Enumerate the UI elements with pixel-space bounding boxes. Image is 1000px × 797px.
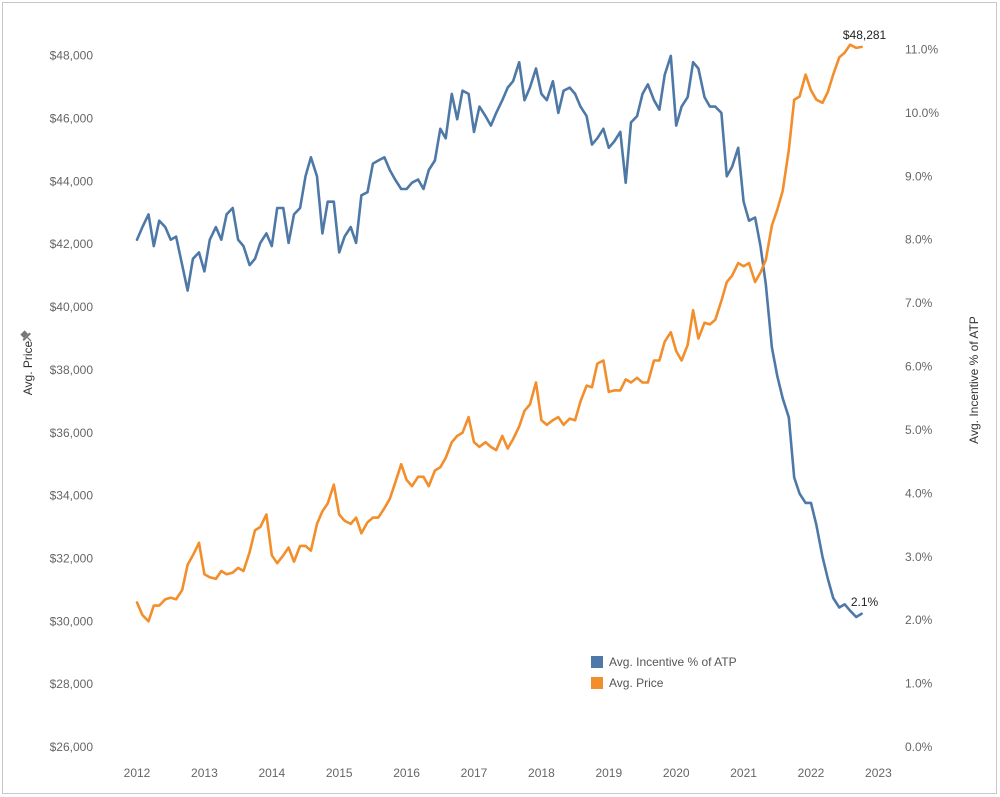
legend-label-incentive: Avg. Incentive % of ATP <box>609 654 737 669</box>
legend-item-incentive[interactable]: Avg. Incentive % of ATP <box>591 651 737 672</box>
right-tick-label: 2.0% <box>905 613 933 627</box>
series-line-price[interactable] <box>135 43 863 623</box>
left-tick-label: $46,000 <box>50 112 94 126</box>
x-tick-label: 2015 <box>326 766 353 780</box>
x-tick-label: 2019 <box>595 766 622 780</box>
left-tick-label: $42,000 <box>50 237 94 251</box>
left-tick-label: $34,000 <box>50 489 94 503</box>
x-tick-label: 2023 <box>865 766 892 780</box>
right-tick-label: 3.0% <box>905 550 933 564</box>
right-tick-label: 4.0% <box>905 486 933 500</box>
left-tick-label: $36,000 <box>50 426 94 440</box>
legend-swatch-incentive <box>591 655 603 668</box>
left-tick-label: $40,000 <box>50 300 94 314</box>
x-tick-label: 2014 <box>258 766 285 780</box>
legend-label-price: Avg. Price <box>609 675 664 690</box>
x-tick-label: 2020 <box>663 766 690 780</box>
legend-item-price[interactable]: Avg. Price <box>591 672 737 693</box>
left-tick-label: $38,000 <box>50 363 94 377</box>
x-tick-label: 2016 <box>393 766 420 780</box>
left-axis-title: Avg. Price <box>21 340 35 395</box>
series-line-incentive[interactable] <box>135 54 863 619</box>
left-axis-ticks: $26,000 $28,000 $30,000 $32,000 $34,000 $36,0… <box>50 49 94 754</box>
left-tick-label: $32,000 <box>50 551 94 565</box>
x-tick-label: 2013 <box>191 766 218 780</box>
left-tick-label: $48,000 <box>50 49 94 63</box>
right-tick-label: 11.0% <box>905 43 938 57</box>
left-tick-label: $30,000 <box>50 614 94 628</box>
left-tick-label: $44,000 <box>50 174 94 188</box>
left-tick-label: $26,000 <box>50 740 94 754</box>
right-tick-label: 1.0% <box>905 677 933 691</box>
legend-swatch-price <box>591 676 603 689</box>
end-labels: 2.1% $48,281 <box>843 28 887 609</box>
x-tick-label: 2012 <box>124 766 151 780</box>
right-tick-label: 6.0% <box>905 360 933 374</box>
right-tick-label: 9.0% <box>905 169 933 183</box>
series-lines <box>135 43 863 623</box>
right-tick-label: 0.0% <box>905 740 933 754</box>
x-tick-label: 2017 <box>461 766 488 780</box>
x-tick-label: 2022 <box>798 766 825 780</box>
legend: Avg. Incentive % of ATP Avg. Price <box>591 651 737 693</box>
end-label-incentive: 2.1% <box>851 595 879 609</box>
right-axis-ticks: 0.0% 1.0% 2.0% 3.0% 4.0% 5.0% 6.0% 7.0% 8.0% 9.0%… <box>905 43 939 754</box>
left-tick-label: $28,000 <box>50 677 94 691</box>
right-tick-label: 10.0% <box>905 106 939 120</box>
end-label-price: $48,281 <box>843 28 887 42</box>
pin-icon[interactable] <box>19 329 35 345</box>
right-tick-label: 5.0% <box>905 423 933 437</box>
x-axis-ticks: 2012 2013 2014 2015 2016 2017 2018 2019 2020 2021… <box>124 766 892 780</box>
x-tick-label: 2021 <box>730 766 757 780</box>
right-tick-label: 8.0% <box>905 233 933 247</box>
right-axis-title: Avg. Incentive % of ATP <box>967 316 981 444</box>
x-tick-label: 2018 <box>528 766 555 780</box>
right-tick-label: 7.0% <box>905 296 933 310</box>
